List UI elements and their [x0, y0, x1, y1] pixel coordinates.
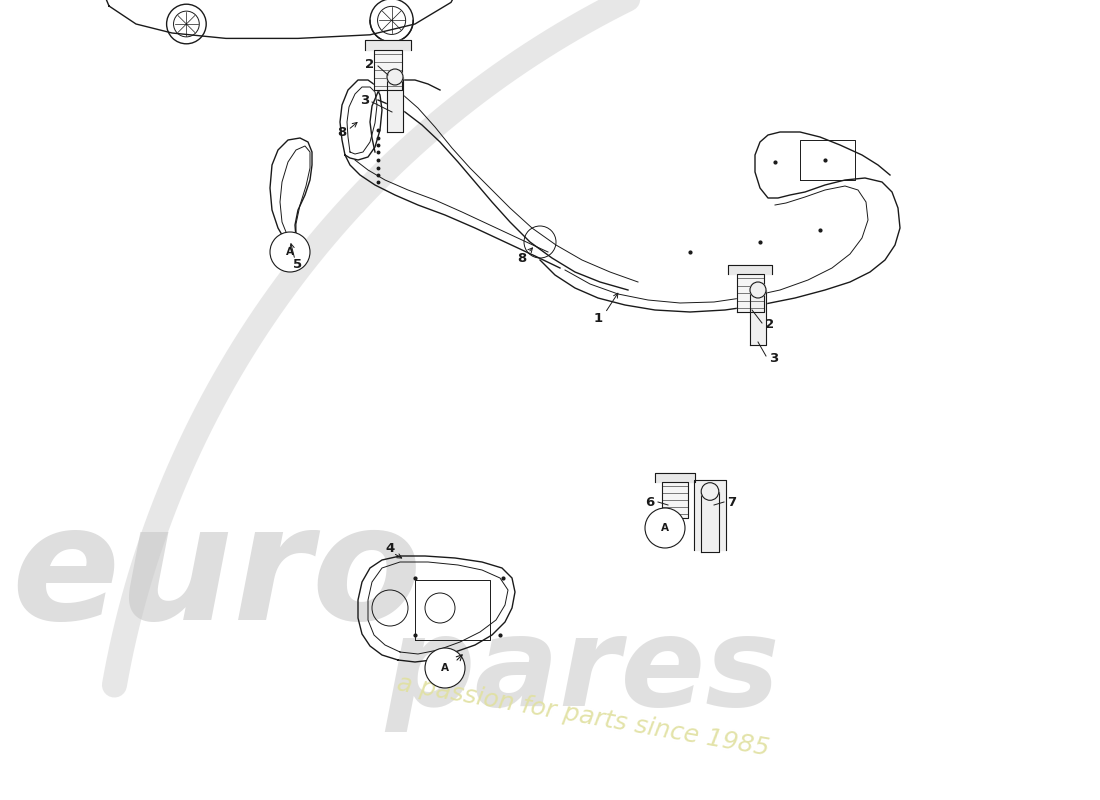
Text: A: A	[661, 523, 669, 533]
Text: 3: 3	[361, 94, 370, 106]
Polygon shape	[374, 50, 403, 90]
Polygon shape	[387, 77, 403, 132]
Polygon shape	[750, 290, 766, 345]
Polygon shape	[654, 474, 695, 482]
Circle shape	[270, 232, 310, 272]
Polygon shape	[365, 40, 410, 50]
Text: 2: 2	[365, 58, 375, 70]
Polygon shape	[662, 482, 688, 518]
Polygon shape	[728, 265, 771, 274]
Text: 6: 6	[646, 495, 654, 509]
Text: pares: pares	[385, 611, 780, 733]
Text: A: A	[441, 663, 449, 673]
Circle shape	[387, 69, 403, 85]
Text: 2: 2	[766, 318, 774, 331]
Text: 8: 8	[338, 126, 346, 138]
Text: 7: 7	[727, 495, 737, 509]
Circle shape	[701, 482, 718, 500]
Polygon shape	[701, 491, 718, 552]
Polygon shape	[737, 274, 763, 312]
Circle shape	[750, 282, 766, 298]
Text: euro: euro	[11, 498, 421, 654]
Text: 8: 8	[517, 251, 527, 265]
Text: 3: 3	[769, 351, 779, 365]
Circle shape	[425, 648, 465, 688]
Text: 1: 1	[593, 311, 603, 325]
Text: a passion for parts since 1985: a passion for parts since 1985	[395, 671, 771, 761]
Text: A: A	[286, 247, 294, 257]
Text: 5: 5	[294, 258, 302, 271]
Circle shape	[645, 508, 685, 548]
Polygon shape	[694, 480, 726, 550]
Text: 4: 4	[385, 542, 395, 554]
